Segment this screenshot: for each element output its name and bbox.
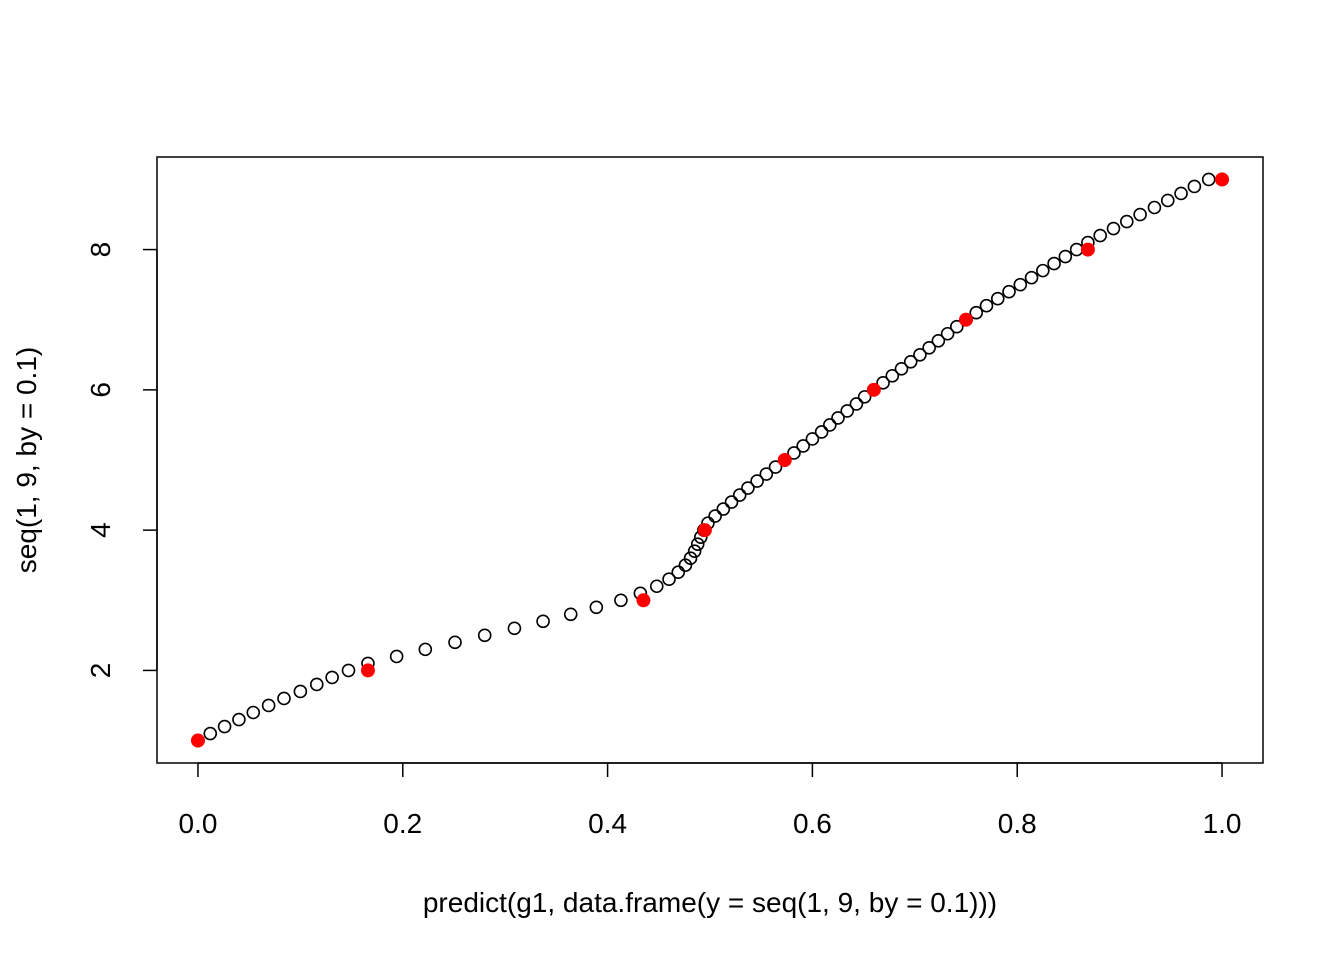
open-points-series [191, 172, 1229, 748]
y-tick-label: 2 [85, 663, 116, 679]
open-point [1160, 193, 1175, 208]
open-point [716, 502, 731, 516]
open-point [649, 579, 664, 594]
open-point [1201, 172, 1216, 187]
open-point [1187, 179, 1202, 194]
open-point [759, 467, 774, 481]
red-point [866, 382, 881, 397]
open-point [876, 376, 890, 390]
open-point [1106, 221, 1121, 236]
open-point [448, 635, 462, 650]
open-point [1119, 214, 1134, 229]
open-point [831, 411, 845, 425]
open-point [857, 390, 872, 404]
open-point [741, 481, 755, 495]
open-point [1047, 256, 1061, 271]
x-tick-label: 0.2 [383, 808, 422, 839]
red-point [1080, 242, 1095, 257]
open-point [293, 684, 308, 699]
open-point [708, 509, 722, 523]
red-points-series [190, 172, 1230, 748]
open-point [1133, 207, 1147, 222]
x-axis: 0.0 0.2 0.4 0.6 0.8 1.0 [178, 762, 1242, 839]
open-point [477, 628, 492, 643]
open-point [913, 347, 927, 362]
open-point [418, 642, 433, 657]
open-point [389, 649, 404, 664]
open-point [563, 607, 578, 622]
open-point [894, 362, 909, 376]
open-point [683, 551, 698, 565]
open-point [614, 593, 628, 608]
plot-frame [156, 156, 1264, 764]
open-point [217, 719, 232, 734]
open-point [787, 446, 801, 460]
open-point [1147, 200, 1162, 215]
y-tick-label: 4 [85, 522, 116, 538]
open-point [885, 369, 900, 383]
open-point [1093, 228, 1107, 243]
open-point [840, 404, 855, 418]
open-point [823, 418, 837, 432]
open-point [922, 340, 936, 355]
red-point [636, 593, 651, 608]
open-point [931, 333, 946, 348]
open-point [536, 614, 550, 629]
red-point [1215, 172, 1230, 187]
open-point [990, 291, 1005, 306]
open-point [768, 460, 783, 474]
open-point [1013, 277, 1028, 292]
open-point [671, 565, 686, 580]
x-tick-label: 0.4 [588, 808, 627, 839]
red-point [777, 453, 792, 467]
open-point [662, 572, 676, 587]
open-point [589, 600, 604, 615]
open-point [1024, 270, 1039, 285]
x-axis-label: predict(g1, data.frame(y = seq(1, 9, by … [423, 887, 997, 918]
open-point [750, 474, 764, 488]
open-point [1036, 263, 1050, 278]
open-point [1069, 242, 1084, 257]
open-point [261, 698, 276, 713]
open-point [805, 432, 820, 446]
y-tick-label: 8 [85, 242, 116, 258]
red-point [190, 733, 205, 748]
open-point [687, 544, 702, 558]
x-tick-label: 0.6 [793, 808, 832, 839]
open-point [814, 425, 829, 439]
y-axis-label: seq(1, 9, by = 0.1) [11, 347, 42, 573]
open-point [277, 691, 291, 706]
open-point [246, 705, 261, 720]
open-point [325, 670, 339, 685]
open-point [950, 319, 964, 334]
x-tick-label: 1.0 [1203, 808, 1242, 839]
open-point [969, 305, 984, 320]
red-point [959, 312, 974, 327]
open-point [1002, 284, 1016, 299]
open-point [341, 663, 356, 678]
open-point [796, 439, 810, 453]
open-point [732, 488, 747, 502]
open-point [203, 726, 218, 741]
open-point [979, 298, 994, 313]
open-point [690, 537, 705, 551]
y-tick-label: 6 [85, 382, 116, 398]
open-point [309, 677, 324, 692]
red-point [360, 663, 375, 678]
open-point [1058, 249, 1073, 264]
open-point [849, 397, 864, 411]
red-point [697, 523, 712, 538]
y-axis: 2 4 6 8 [85, 242, 158, 679]
open-point [507, 621, 522, 636]
x-tick-label: 0.8 [998, 808, 1037, 839]
open-point [232, 712, 246, 727]
open-point [1174, 186, 1188, 201]
open-point [903, 355, 918, 369]
open-point [940, 326, 955, 341]
open-point [724, 495, 739, 509]
x-tick-label: 0.0 [178, 808, 217, 839]
